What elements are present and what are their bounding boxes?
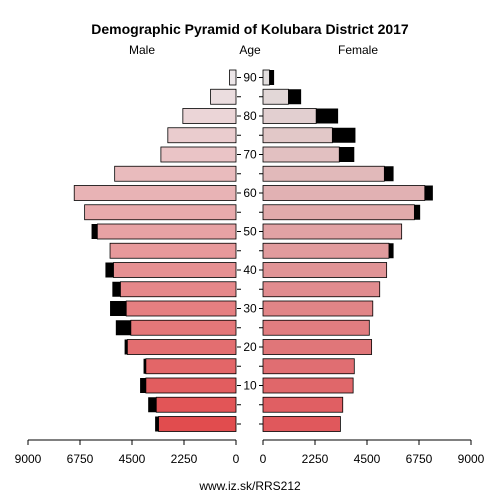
- male-extra-bar-15-19: [143, 358, 146, 374]
- male-bar-5-9: [155, 396, 237, 413]
- male-label: Male: [129, 43, 155, 57]
- female-extra-bar-80-84: [316, 108, 339, 124]
- female-bar-65-69: [262, 165, 385, 182]
- male-extra-bar-35-39: [112, 281, 121, 297]
- female-extra-bar-90+: [269, 70, 275, 85]
- x-tick-label-female-0: 0: [260, 452, 267, 466]
- age-tick-label-40: 40: [243, 263, 257, 277]
- male-bar-40-44: [113, 262, 237, 278]
- female-bar-55-59: [262, 204, 415, 221]
- male-extra-bar-25-29: [115, 320, 131, 336]
- x-tick-label-male-9000: 9000: [15, 452, 42, 466]
- female-bar-15-19: [262, 358, 355, 375]
- age-tick-label-10: 10: [243, 379, 257, 393]
- female-label: Female: [338, 43, 378, 57]
- female-bar-75-79: [262, 127, 333, 144]
- male-extra-bar-10-14: [140, 378, 146, 393]
- female-bar-90+: [262, 69, 270, 86]
- male-bar-45-49: [109, 242, 237, 259]
- age-tick-label-60: 60: [243, 186, 257, 200]
- footer-url: www.iz.sk/RRS212: [198, 479, 301, 493]
- x-tick-label-male-4500: 4500: [119, 452, 146, 466]
- x-tick-label-female-6750: 6750: [406, 452, 433, 466]
- age-tick-label-30: 30: [243, 302, 257, 316]
- female-bar-40-44: [262, 262, 388, 278]
- female-bar-5-9: [262, 396, 344, 413]
- male-bar-55-59: [84, 204, 237, 221]
- female-bar-30-34: [262, 300, 374, 317]
- age-tick-label-50: 50: [243, 225, 257, 239]
- male-bar-10-14: [145, 377, 237, 394]
- female-bar-60-64: [262, 185, 426, 201]
- male-bars: [73, 69, 237, 432]
- male-bar-85-89: [210, 88, 237, 105]
- male-bar-30-34: [125, 300, 237, 317]
- female-bar-20-24: [262, 339, 373, 355]
- male-extra-bar-30-34: [110, 301, 127, 316]
- age-tick-label-20: 20: [243, 340, 257, 354]
- female-bar-25-29: [262, 319, 370, 336]
- male-bar-65-69: [114, 165, 237, 182]
- female-bar-10-14: [262, 377, 354, 394]
- age-label: Age: [239, 43, 261, 57]
- male-extra-bar-20-24: [124, 339, 128, 355]
- male-extra-bar-40-44: [105, 262, 114, 278]
- male-bar-0-4: [158, 416, 237, 432]
- female-bar-45-49: [262, 242, 390, 259]
- female-extra-bar-45-49: [388, 243, 394, 259]
- male-bar-15-19: [145, 358, 237, 375]
- male-bar-75-79: [167, 127, 237, 144]
- male-bar-25-29: [130, 319, 237, 336]
- male-bar-90+: [229, 69, 237, 86]
- female-bar-0-4: [262, 416, 341, 432]
- male-extra-bar-50-54: [91, 224, 98, 239]
- female-bar-70-74: [262, 146, 340, 163]
- x-axis-ticks: 9000 6750 4500 2250 0 0 2250 4500 6750 9000: [15, 440, 485, 466]
- male-bar-50-54: [96, 223, 237, 240]
- x-tick-label-female-4500: 4500: [354, 452, 381, 466]
- male-bar-70-74: [160, 146, 237, 163]
- female-bars: [262, 69, 433, 432]
- age-tick-label-80: 80: [243, 109, 257, 123]
- x-tick-label-male-6750: 6750: [67, 452, 94, 466]
- female-bar-35-39: [262, 281, 381, 298]
- chart-title: Demographic Pyramid of Kolubara District…: [91, 21, 409, 37]
- age-tick-label-70: 70: [243, 148, 257, 162]
- age-tick-label-90: 90: [243, 71, 257, 85]
- female-extra-bar-70-74: [339, 147, 355, 162]
- male-bar-20-24: [126, 339, 237, 355]
- male-extra-bar-5-9: [148, 397, 157, 413]
- female-bar-85-89: [262, 88, 289, 105]
- female-extra-bar-55-59: [414, 204, 421, 220]
- x-tick-label-female-9000: 9000: [458, 452, 485, 466]
- male-bar-80-84: [182, 108, 237, 124]
- female-extra-bar-75-79: [332, 127, 356, 143]
- female-extra-bar-60-64: [424, 185, 433, 201]
- female-bar-50-54: [262, 223, 403, 240]
- x-tick-label-female-2250: 2250: [302, 452, 329, 466]
- male-bar-60-64: [73, 185, 237, 201]
- female-extra-bar-85-89: [288, 89, 302, 105]
- female-extra-bar-65-69: [384, 166, 394, 182]
- male-bar-35-39: [120, 281, 237, 298]
- x-tick-label-male-0: 0: [233, 452, 240, 466]
- male-extra-bar-0-4: [155, 416, 159, 432]
- female-bar-80-84: [262, 108, 317, 124]
- age-axis-ticks: 10 20 30 40 50 60 70 80 90: [237, 71, 263, 425]
- x-tick-label-male-2250: 2250: [171, 452, 198, 466]
